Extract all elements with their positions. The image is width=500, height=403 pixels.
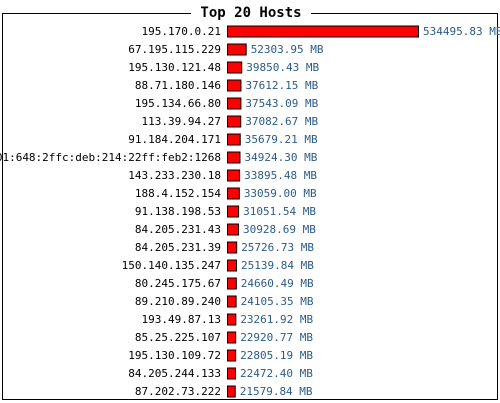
host-label: 2001:648:2ffc:deb:214:22ff:feb2:1268 [0,151,221,164]
value-label: 33059.00 MB [244,187,317,200]
value-label: 34924.30 MB [244,151,317,164]
bar [227,241,238,254]
bar [227,151,241,164]
value-label: 35679.21 MB [245,133,318,146]
value-label: 21579.84 MB [240,385,313,398]
bar [227,97,242,110]
bar [227,61,243,74]
host-label: 89.210.89.240 [135,295,221,308]
bar [227,187,240,200]
value-label: 37543.09 MB [245,97,318,110]
value-label: 25726.73 MB [241,241,314,254]
host-label: 84.205.244.133 [128,367,221,380]
bar [227,331,237,344]
host-label: 143.233.230.18 [128,169,221,182]
host-label: 67.195.115.229 [128,43,221,56]
value-label: 39850.43 MB [246,61,319,74]
host-label: 195.130.121.48 [128,61,221,74]
bar [227,259,237,272]
host-label: 113.39.94.27 [142,115,221,128]
host-label: 80.245.175.67 [135,277,221,290]
host-label: 150.140.135.247 [122,259,221,272]
value-label: 534495.83 MB [423,25,500,38]
host-label: 195.134.66.80 [135,97,221,110]
host-label: 195.170.0.21 [142,25,221,38]
bar [227,367,237,380]
bar [227,205,240,218]
host-label: 87.202.73.222 [135,385,221,398]
host-label: 193.49.87.13 [142,313,221,326]
bar [227,43,247,56]
value-label: 24660.49 MB [241,277,314,290]
value-label: 22472.40 MB [240,367,313,380]
chart-title: Top 20 Hosts [200,5,301,21]
bar [227,223,240,236]
host-label: 91.138.198.53 [135,205,221,218]
host-label: 88.71.180.146 [135,79,221,92]
title-gap [191,5,311,21]
bar [227,385,236,398]
host-label: 188.4.152.154 [135,187,221,200]
host-label: 84.205.231.43 [135,223,221,236]
bar [227,295,237,308]
bar [227,115,242,128]
host-label: 195.130.109.72 [128,349,221,362]
value-label: 23261.92 MB [240,313,313,326]
value-label: 31051.54 MB [243,205,316,218]
bar [227,169,241,182]
host-label: 85.25.225.107 [135,331,221,344]
bar [227,277,237,290]
value-label: 52303.95 MB [251,43,324,56]
bar [227,25,419,38]
value-label: 22920.77 MB [240,331,313,344]
bar [227,349,237,362]
value-label: 33895.48 MB [244,169,317,182]
value-label: 24105.35 MB [241,295,314,308]
bar [227,133,241,146]
value-label: 22805.19 MB [240,349,313,362]
value-label: 30928.69 MB [243,223,316,236]
value-label: 25139.84 MB [241,259,314,272]
value-label: 37612.15 MB [245,79,318,92]
host-label: 84.205.231.39 [135,241,221,254]
host-label: 91.184.204.171 [128,133,221,146]
bar [227,313,237,326]
bar [227,79,242,92]
value-label: 37082.67 MB [245,115,318,128]
